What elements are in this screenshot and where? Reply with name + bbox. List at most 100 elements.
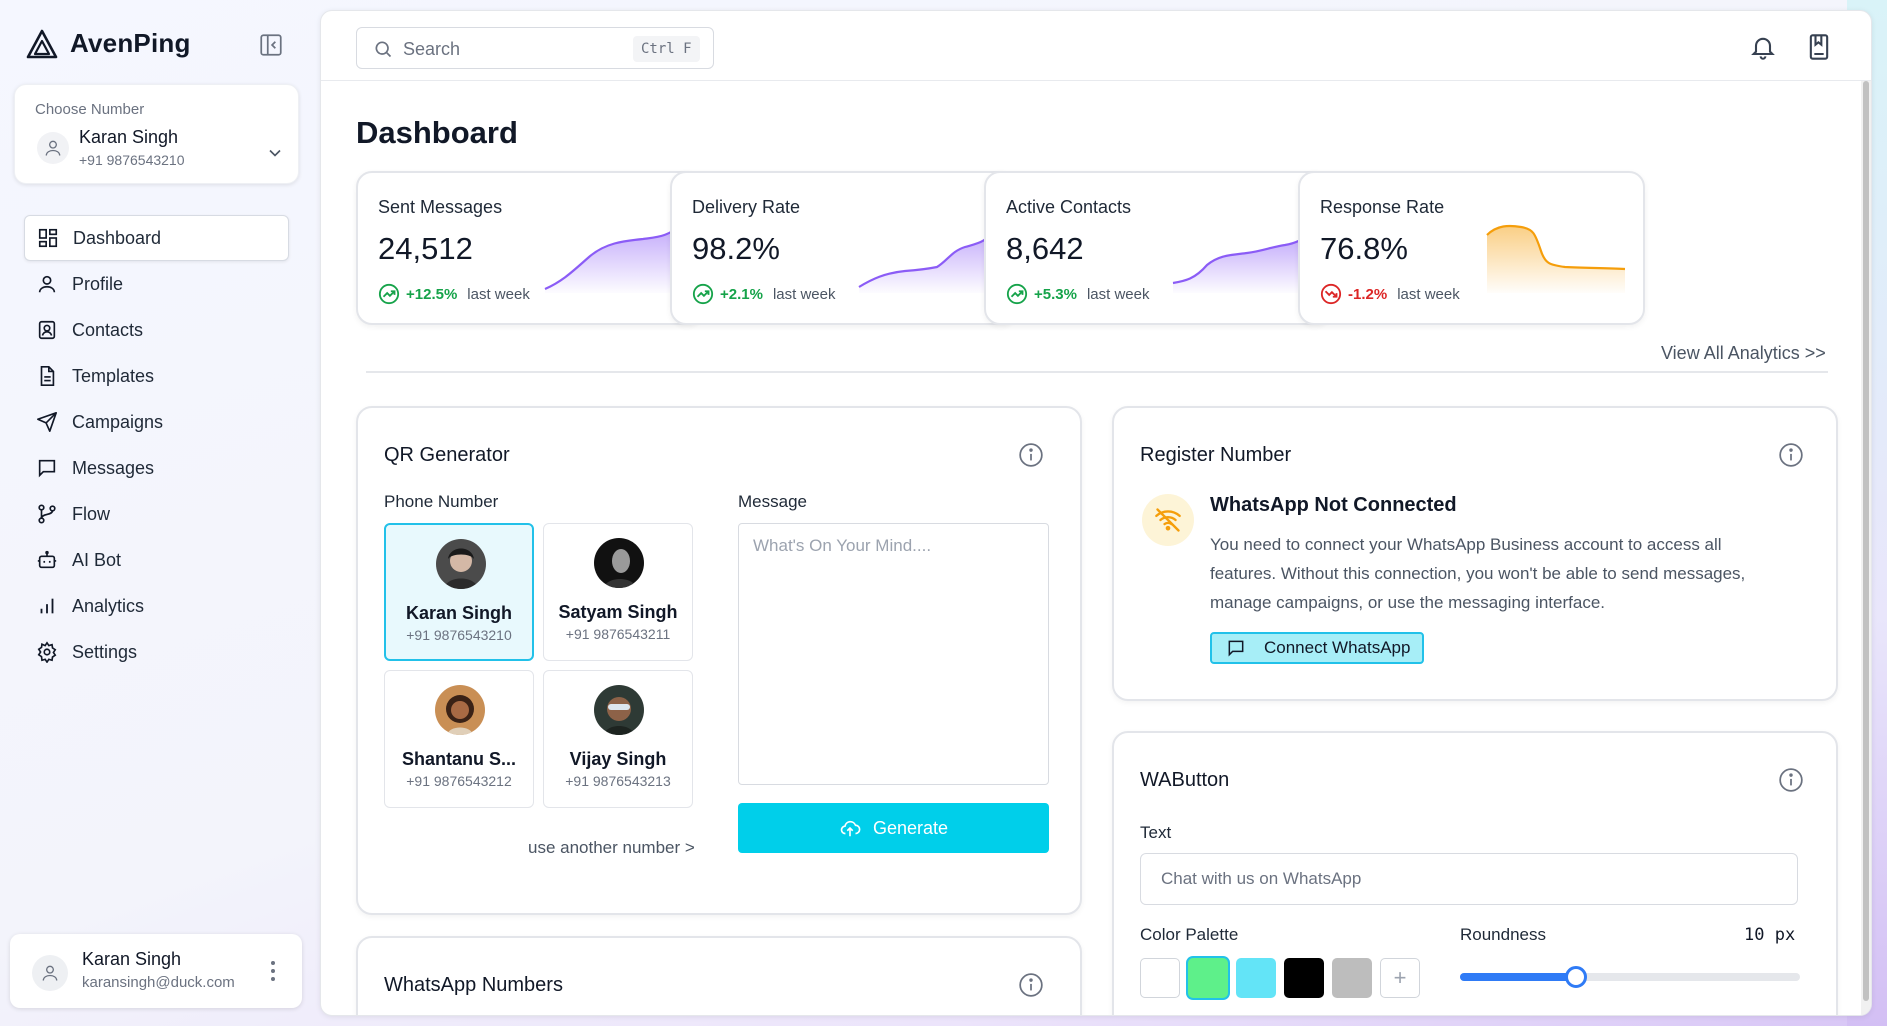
stat-suffix: last week [1086,285,1150,303]
card-title: WAButton [1140,769,1230,791]
plus-icon: + [1393,965,1407,990]
color-swatch[interactable] [1140,958,1180,998]
contact-option[interactable]: Satyam Singh +91 9876543211 [543,523,693,661]
sidebar: AvenPing Choose Number Karan Singh +91 9… [0,0,318,1026]
info-icon[interactable] [1018,442,1044,468]
send-icon [37,412,57,432]
contact-option[interactable]: Shantanu S... +91 9876543212 [384,670,534,808]
sidebar-item-settings[interactable]: Settings [24,629,289,675]
bell-icon[interactable] [1749,33,1777,61]
bar-chart-icon [40,598,54,614]
contact-phone: +91 9876543211 [565,626,671,642]
message-label: Message [738,492,807,511]
sidebar-item-dashboard[interactable]: Dashboard [24,215,289,261]
contact-name: Karan Singh [405,603,512,623]
stat-label: Sent Messages [378,197,503,217]
stat-change: +12.5% [406,285,458,303]
page-title: Dashboard [356,115,518,150]
document-icon [40,366,55,386]
sidebar-item-flow[interactable]: Flow [24,491,289,537]
button-text-input[interactable] [1140,853,1798,905]
contact-phone: +91 9876543213 [565,773,671,789]
stat-label: Delivery Rate [692,197,801,217]
color-swatch[interactable] [1284,958,1324,998]
user-card[interactable]: Karan Singh karansingh@duck.com [10,934,302,1008]
phone-number-label: Phone Number [384,492,499,511]
contact-name: Satyam Singh [558,602,678,622]
sidebar-item-label: Profile [72,273,124,294]
user-email: karansingh@duck.com [82,974,235,991]
book-icon[interactable] [1805,33,1833,61]
slider-handle[interactable] [1564,966,1587,988]
user-icon [45,140,61,156]
search-icon [375,41,392,58]
add-color-button[interactable]: + [1380,958,1420,998]
collapse-sidebar-icon[interactable] [258,32,284,58]
roundness-label: Roundness [1460,925,1547,944]
sidebar-item-campaigns[interactable]: Campaigns [24,399,289,445]
sidebar-item-label: Settings [72,641,138,662]
stat-change: -1.2% [1348,285,1388,303]
stat-change: +2.1% [720,285,763,303]
more-vertical-icon[interactable] [262,958,284,984]
number-picker[interactable]: Choose Number Karan Singh +91 9876543210 [14,84,299,184]
sidebar-item-label: Dashboard [73,227,162,248]
contact-option[interactable]: Karan Singh +91 9876543210 [384,523,534,661]
generate-button[interactable]: Generate [738,803,1049,853]
color-swatch[interactable] [1332,958,1372,998]
stat-trend: +5.3% last week [1006,283,1149,305]
stat-value: 24,512 [378,231,473,266]
chat-icon [1228,640,1244,657]
avatar [435,685,485,735]
info-icon[interactable] [1778,442,1804,468]
stat-trend: -1.2% last week [1320,283,1460,305]
contact-phone: +91 9876543210 [406,627,512,643]
user-icon [42,965,58,981]
color-swatch[interactable] [1236,958,1276,998]
contacts-icon [38,320,56,340]
info-icon[interactable] [1018,972,1044,998]
stat-card-active-contacts: Active Contacts 8,642 +5.3% last week [984,171,1331,325]
sidebar-item-profile[interactable]: Profile [24,261,289,307]
gear-icon [37,641,57,663]
divider [366,371,1828,373]
stat-trend: +12.5% last week [378,283,530,305]
stat-suffix: last week [467,285,530,303]
brand[interactable]: AvenPing [26,28,191,59]
user-name: Karan Singh [82,949,182,969]
info-icon[interactable] [1778,767,1804,793]
sidebar-item-ai-bot[interactable]: AI Bot [24,537,289,583]
stat-value: 8,642 [1006,231,1084,266]
slider-fill [1460,973,1576,981]
scrollbar-thumb[interactable] [1863,81,1869,1001]
register-number-card: Register Number WhatsApp Not Connected Y… [1112,406,1838,701]
avatar [37,132,69,164]
search-input[interactable] [403,34,603,64]
connect-whatsapp-label: Connect WhatsApp [1264,638,1411,657]
whatsapp-numbers-card: WhatsApp Numbers [356,936,1082,1015]
number-picker-name: Karan Singh [79,127,179,147]
text-field-label: Text [1140,823,1172,842]
sidebar-item-label: AI Bot [72,549,122,570]
connection-status-text: You need to connect your WhatsApp Busine… [1210,535,1746,612]
use-another-number-link[interactable]: use another number > [528,838,695,857]
color-swatch[interactable] [1188,958,1228,998]
roundness-slider[interactable] [1460,966,1800,988]
git-branch-icon [38,504,56,524]
message-textarea[interactable] [738,523,1049,785]
search-box[interactable]: Ctrl F [356,27,714,69]
brand-name: AvenPing [70,28,191,58]
sidebar-item-analytics[interactable]: Analytics [24,583,289,629]
scrollbar[interactable] [1861,81,1871,1015]
sidebar-item-messages[interactable]: Messages [24,445,289,491]
card-title: QR Generator [384,444,510,466]
connect-whatsapp-button[interactable]: Connect WhatsApp [1210,632,1425,664]
dashboard-icon [38,228,58,248]
sidebar-item-contacts[interactable]: Contacts [24,307,289,353]
chat-icon [38,459,56,478]
contact-option[interactable]: Vijay Singh +91 9876543213 [543,670,693,808]
sparkline-chart [1486,224,1626,293]
view-all-analytics-link[interactable]: View All Analytics >> [1661,343,1826,363]
sidebar-item-templates[interactable]: Templates [24,353,289,399]
chevron-down-icon[interactable] [265,143,285,163]
